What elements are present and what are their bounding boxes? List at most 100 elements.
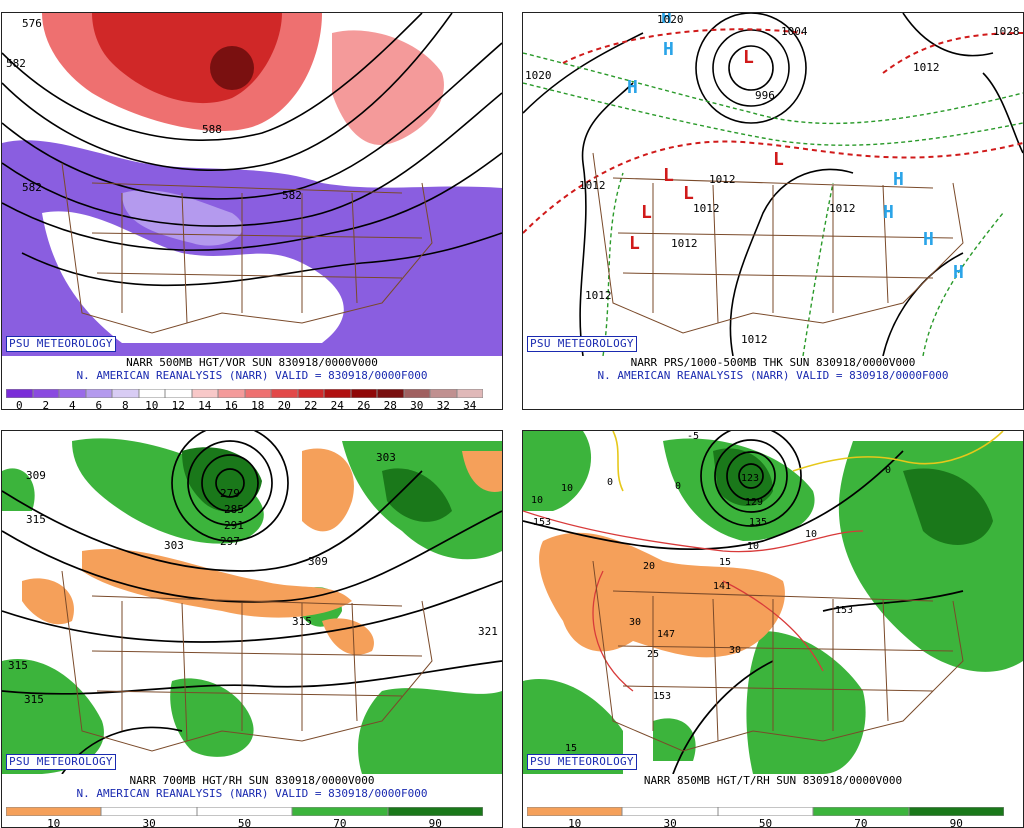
map-label: 153 xyxy=(653,691,671,702)
colorbar xyxy=(527,807,1004,816)
high-pressure-symbol: H xyxy=(923,229,934,250)
colorbar-tick-label: 12 xyxy=(171,399,185,410)
colorbar-tick-label: 30 xyxy=(410,399,424,410)
map-label: 1012 xyxy=(741,333,768,346)
colorbar-swatch xyxy=(196,807,293,816)
colorbar-swatch xyxy=(32,389,59,398)
colorbar-swatch xyxy=(59,389,86,398)
map-label: 0 xyxy=(885,465,891,476)
colorbar-swatch xyxy=(138,389,165,398)
colorbar-swatch xyxy=(244,389,271,398)
map-label: 123 xyxy=(741,473,759,484)
panel-pressure-thickness: H H H H H H H L L L L L L 1020 1020 1004… xyxy=(522,12,1024,410)
colorbar-tick-label: 8 xyxy=(121,399,129,410)
map-label: 315 xyxy=(24,693,44,706)
map-label: 153 xyxy=(835,605,853,616)
map-label: 1012 xyxy=(579,179,606,192)
map-label: 10 xyxy=(805,529,817,540)
map-label: 15 xyxy=(565,743,577,754)
map-label: 1020 xyxy=(657,13,684,26)
psu-meteorology-badge: PSU METEOROLOGY xyxy=(6,754,116,770)
map-label: 279 xyxy=(220,487,240,500)
low-pressure-symbol: L xyxy=(743,47,754,68)
colorbar-tick-label: 6 xyxy=(95,399,103,410)
map-label: 10 xyxy=(531,495,543,506)
colorbar-swatch xyxy=(112,389,139,398)
high-pressure-symbol: H xyxy=(883,202,894,223)
colorbar-tick-label: 18 xyxy=(251,399,265,410)
map-pressure: H H H H H H H L L L L L L 1020 1020 1004… xyxy=(523,13,1023,356)
panel-title: NARR PRS/1000-500MB THK SUN 830918/0000V… xyxy=(630,356,916,369)
panel-title: NARR 700MB HGT/RH SUN 830918/0000V000 xyxy=(129,774,375,787)
colorbar-tick-label: 32 xyxy=(436,399,450,410)
map-label: 25 xyxy=(647,649,659,660)
colorbar-tick-label: 20 xyxy=(277,399,291,410)
colorbar-swatch xyxy=(387,807,483,816)
colorbar-tick-label: 34 xyxy=(463,399,477,410)
map-label: 315 xyxy=(8,659,28,672)
colorbar-swatch xyxy=(430,389,457,398)
colorbar xyxy=(6,389,483,398)
map-label: 15 xyxy=(719,557,731,568)
map-label: 135 xyxy=(749,517,767,528)
map-label: 309 xyxy=(26,469,46,482)
high-pressure-symbol: H xyxy=(663,39,674,60)
map-label: 1012 xyxy=(709,173,736,186)
map-label: 30 xyxy=(629,617,641,628)
map-label: 1012 xyxy=(829,202,856,215)
map-label: 0 xyxy=(607,477,613,488)
colorbar-tick-label: 26 xyxy=(357,399,371,410)
map-label: 291 xyxy=(224,519,244,532)
panel-850mb-t-rh: -5 10 10 0 0 0 123 129 135 153 10 10 20 … xyxy=(522,430,1024,828)
colorbar-swatch xyxy=(101,807,197,816)
map-label: 582 xyxy=(22,181,42,194)
map-label: 1012 xyxy=(693,202,720,215)
map-label: 141 xyxy=(713,581,731,592)
low-pressure-symbol: L xyxy=(663,165,674,186)
map-label: 315 xyxy=(26,513,46,526)
colorbar-tick-label: 16 xyxy=(224,399,238,410)
map-label: 303 xyxy=(164,539,184,552)
map-700mb: 309 315 279 285 291 297 303 303 309 315 … xyxy=(2,431,502,774)
psu-meteorology-badge: PSU METEOROLOGY xyxy=(527,754,637,770)
high-pressure-symbol: H xyxy=(661,13,672,28)
colorbar xyxy=(6,807,483,816)
colorbar-tick-label: 0 xyxy=(15,399,23,410)
map-label: 582 xyxy=(6,57,26,70)
colorbar-swatch xyxy=(622,807,718,816)
colorbar-swatch xyxy=(218,389,245,398)
colorbar-swatch xyxy=(908,807,1004,816)
map-label: 1028 xyxy=(993,25,1020,38)
high-pressure-symbol: H xyxy=(953,262,964,283)
map-850mb: -5 10 10 0 0 0 123 129 135 153 10 10 20 … xyxy=(523,431,1023,774)
colorbar-tick-label: 28 xyxy=(383,399,397,410)
map-label: 20 xyxy=(643,561,655,572)
colorbar-swatch xyxy=(377,389,404,398)
panel-valid-line: N. AMERICAN REANALYSIS (NARR) VALID = 83… xyxy=(597,369,949,382)
low-pressure-symbol: L xyxy=(773,149,784,170)
psu-meteorology-badge: PSU METEOROLOGY xyxy=(527,336,637,352)
high-pressure-symbol: H xyxy=(627,77,638,98)
map-label: 1020 xyxy=(525,69,552,82)
panel-500mb-vorticity: 576 582 582 582 588 PSU METEOROLOGY NARR… xyxy=(1,12,503,410)
colorbar-swatch xyxy=(165,389,192,398)
colorbar-tick-label: 24 xyxy=(330,399,344,410)
colorbar-swatch xyxy=(403,389,430,398)
panel-title: NARR 850MB HGT/T/RH SUN 830918/0000V000 xyxy=(643,774,903,787)
map-label: 315 xyxy=(292,615,312,628)
map-label: 588 xyxy=(202,123,222,136)
colorbar-tick-label: 14 xyxy=(198,399,212,410)
panel-valid-line: N. AMERICAN REANALYSIS (NARR) VALID = 83… xyxy=(76,787,428,800)
map-label: 1012 xyxy=(913,61,940,74)
low-pressure-symbol: L xyxy=(641,202,652,223)
map-label: 996 xyxy=(755,89,775,102)
map-label: 10 xyxy=(561,483,573,494)
map-label: 1004 xyxy=(781,25,808,38)
colorbar-swatch xyxy=(813,807,909,816)
colorbar-swatch xyxy=(324,389,351,398)
colorbar-swatch xyxy=(456,389,483,398)
map-500mb: 576 582 582 582 588 xyxy=(2,13,502,356)
colorbar-swatch xyxy=(6,389,33,398)
map-label: 576 xyxy=(22,17,42,30)
colorbar-tick-label: 22 xyxy=(304,399,318,410)
